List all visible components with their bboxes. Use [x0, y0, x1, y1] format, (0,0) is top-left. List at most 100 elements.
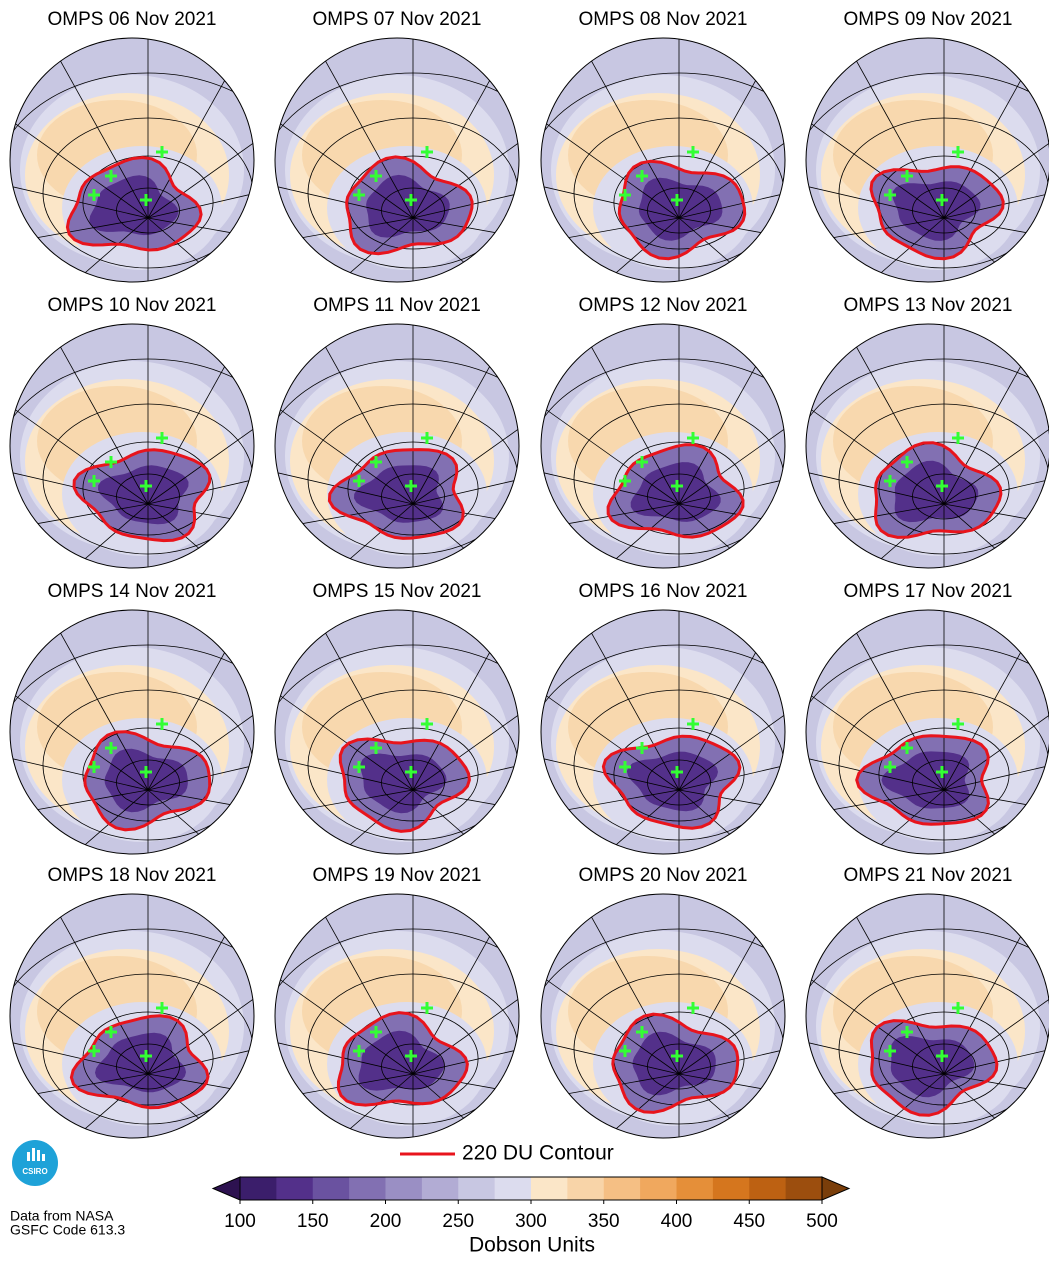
- station-marker: [952, 432, 964, 444]
- colorbar-bin: [603, 1177, 641, 1200]
- colorbar-tick-label: 150: [297, 1211, 329, 1232]
- station-marker: [671, 766, 683, 778]
- graticule: [943, 343, 1049, 505]
- panel-title: OMPS 21 Nov 2021: [844, 865, 1013, 886]
- graticule: [412, 503, 519, 545]
- graticule: [678, 789, 785, 831]
- logo: [12, 1140, 58, 1186]
- graticule: [10, 913, 149, 1075]
- graticule: [275, 913, 414, 1075]
- graticule: [806, 729, 945, 791]
- ozone-hole-core: [638, 177, 723, 241]
- graticule: [943, 443, 1049, 505]
- colorbar-over: [821, 1176, 851, 1201]
- station-marker: [936, 480, 948, 492]
- graticule: [548, 894, 680, 1075]
- graticule: [282, 324, 414, 505]
- graticule: [147, 729, 254, 791]
- globe: [541, 38, 785, 282]
- station-marker: [687, 1002, 699, 1014]
- graticule: [412, 217, 519, 259]
- graticule: [147, 324, 254, 505]
- graticule: [275, 1013, 414, 1075]
- graticule: [275, 343, 414, 505]
- ozone-hole-core: [892, 181, 981, 241]
- colorbar-tick-label: 250: [442, 1211, 474, 1232]
- station-marker: [952, 1002, 964, 1014]
- colorbar-bin: [785, 1177, 823, 1200]
- graticule: [17, 324, 149, 505]
- station-marker: [370, 170, 382, 182]
- station-marker: [619, 189, 631, 201]
- graticule: [548, 324, 680, 505]
- station-marker: [156, 1002, 168, 1014]
- graticule: [275, 629, 414, 791]
- station-marker: [405, 194, 417, 206]
- colorbar-bin: [240, 1177, 277, 1200]
- globe: [541, 894, 785, 1138]
- station-marker: [884, 1045, 896, 1057]
- station-marker: [105, 1026, 117, 1038]
- graticule: [147, 894, 254, 1075]
- station-marker: [140, 1050, 152, 1062]
- station-marker: [88, 1045, 100, 1057]
- station-marker: [636, 1026, 648, 1038]
- station-marker: [619, 475, 631, 487]
- contour-220: [873, 441, 1003, 539]
- panel-title: OMPS 08 Nov 2021: [579, 9, 748, 30]
- graticule: [412, 610, 519, 791]
- graticule: [541, 343, 680, 505]
- logo-text: CSIRO: [22, 1167, 47, 1176]
- graticule: [147, 1013, 254, 1075]
- graticule: [806, 1013, 945, 1075]
- legend-label: 220 DU Contour: [462, 1142, 614, 1165]
- station-marker: [88, 189, 100, 201]
- graticule: [806, 443, 945, 505]
- graticule: [678, 894, 785, 1075]
- globe-edge: [274, 893, 520, 1139]
- contour-220: [869, 165, 1005, 261]
- credit: Data from NASA: [10, 1208, 114, 1224]
- graticule: [678, 343, 785, 505]
- contour-220: [601, 734, 742, 830]
- graticule: [943, 610, 1049, 791]
- panel-title: OMPS 16 Nov 2021: [579, 581, 748, 602]
- contour-220: [869, 1019, 999, 1117]
- colorbar-tick-label: 400: [661, 1211, 693, 1232]
- colorbar-tick-label: 300: [515, 1211, 547, 1232]
- globe-edge: [805, 37, 1049, 283]
- graticule: [813, 38, 945, 219]
- station-marker: [636, 456, 648, 468]
- globe-edge: [805, 323, 1049, 569]
- graticule: [10, 1013, 149, 1075]
- station-marker: [936, 1050, 948, 1062]
- graticule: [412, 324, 519, 505]
- station-marker: [353, 1045, 365, 1057]
- contour-220: [327, 448, 465, 540]
- graticule: [147, 1073, 254, 1115]
- colorbar-under: [211, 1176, 241, 1201]
- graticule: [147, 610, 254, 791]
- graticule: [412, 157, 519, 219]
- graticule: [943, 629, 1049, 791]
- graticule: [412, 1073, 519, 1115]
- graticule: [943, 503, 1049, 545]
- globe-edge: [805, 609, 1049, 855]
- colorbar-bin: [531, 1177, 568, 1200]
- globe: [806, 324, 1049, 568]
- station-marker: [619, 761, 631, 773]
- graticule: [412, 343, 519, 505]
- station-marker: [105, 742, 117, 754]
- graticule: [17, 38, 149, 219]
- graticule: [17, 894, 149, 1075]
- panel-title: OMPS 07 Nov 2021: [313, 9, 482, 30]
- graticule: [943, 157, 1049, 219]
- contour-220: [338, 737, 471, 833]
- graticule: [541, 57, 680, 219]
- station-marker: [936, 766, 948, 778]
- station-marker: [370, 742, 382, 754]
- graticule: [282, 610, 414, 791]
- globe: [275, 324, 519, 568]
- graticule: [275, 443, 414, 505]
